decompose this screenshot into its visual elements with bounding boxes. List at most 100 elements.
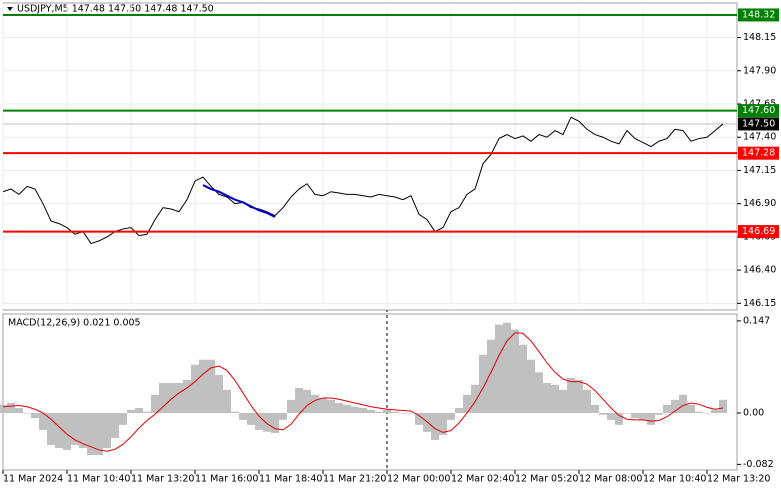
histogram-bar	[111, 412, 119, 439]
y-tick-label: 147.65	[743, 99, 776, 110]
histogram-bar	[567, 377, 575, 413]
x-tick-label: 12 Mar 10:40	[643, 474, 706, 485]
histogram-bar	[23, 412, 31, 414]
histogram-bar	[103, 412, 111, 449]
menu-arrow	[7, 7, 13, 11]
histogram-bar	[399, 412, 407, 414]
level-label-box	[738, 146, 779, 160]
level-label: 147.28	[742, 148, 775, 159]
histogram-bar	[463, 394, 471, 413]
y-tick-label: 146.90	[743, 198, 776, 209]
histogram-bar	[551, 384, 559, 413]
histogram-bar	[343, 404, 351, 413]
histogram-bar	[439, 412, 447, 435]
histogram-bar	[367, 409, 375, 413]
level-label: 147.60	[742, 105, 775, 116]
histogram-bar	[335, 402, 343, 413]
y-tick-label: 146.15	[743, 298, 776, 309]
histogram-bar	[63, 412, 71, 450]
y-tick-label: 147.90	[743, 65, 776, 76]
histogram-bar	[391, 411, 399, 413]
histogram-bar	[495, 324, 503, 413]
histogram-bar	[455, 407, 463, 413]
x-tick-label: 11 Mar 21:20	[323, 474, 386, 485]
current-price-box	[738, 117, 779, 131]
x-tick-label: 11 Mar 13:20	[131, 474, 194, 485]
histogram-bar	[47, 412, 55, 445]
histogram-bar	[303, 389, 311, 413]
histogram-bar	[647, 412, 655, 425]
histogram-bar	[503, 322, 511, 413]
y-tick-label: 148.15	[743, 32, 776, 43]
histogram-bar	[711, 409, 719, 413]
macd-panel	[2, 313, 738, 471]
histogram-bar	[87, 412, 95, 455]
level-label-box	[738, 225, 779, 239]
histogram-bar	[295, 387, 303, 413]
histogram-bar	[559, 389, 567, 413]
histogram-bar	[607, 412, 615, 420]
histogram-bar	[199, 359, 207, 413]
histogram-bar	[247, 412, 255, 425]
x-tick-label: 12 Mar 13:20	[707, 474, 770, 485]
histogram-bar	[623, 412, 631, 414]
histogram-bar	[671, 399, 679, 413]
histogram-bar	[663, 404, 671, 413]
y-tick-label: 146.40	[743, 265, 776, 276]
histogram-bar	[375, 411, 383, 413]
histogram-bar	[447, 412, 455, 420]
histogram-bar	[215, 374, 223, 413]
x-tick-label: 11 Mar 2024	[3, 474, 63, 485]
histogram-bar	[31, 412, 39, 418]
histogram-bar	[279, 412, 287, 420]
x-tick-label: 11 Mar 18:40	[259, 474, 322, 485]
x-tick-label: 12 Mar 05:20	[515, 474, 578, 485]
histogram-bar	[7, 402, 15, 413]
signal-line	[2, 332, 724, 452]
histogram-bar	[39, 412, 47, 430]
histogram-bar	[95, 412, 103, 455]
histogram-bar	[583, 389, 591, 413]
histogram-bar	[679, 394, 687, 413]
y-tick-label: 147.40	[743, 132, 776, 143]
histogram-bar	[639, 412, 647, 420]
macd-title: MACD(12,26,9) 0.021 0.005	[8, 318, 141, 329]
histogram-bar	[631, 412, 639, 418]
histogram-bar	[415, 412, 423, 425]
histogram-bar	[591, 404, 599, 413]
histogram-bar	[207, 359, 215, 413]
level-label: 148.32	[742, 9, 775, 20]
histogram-bar	[319, 397, 327, 413]
histogram-bar	[479, 354, 487, 413]
histogram-bar	[151, 394, 159, 413]
x-tick-label: 12 Mar 02:40	[451, 474, 514, 485]
histogram-bar	[351, 406, 359, 413]
histogram-bar	[0, 404, 7, 413]
histogram-bar	[471, 384, 479, 413]
level-label-box	[738, 104, 779, 118]
histogram-bar	[535, 372, 543, 413]
histogram-bar	[511, 329, 519, 413]
price-title: USDJPY,M5 147.48 147.50 147.48 147.50	[17, 4, 214, 15]
histogram-bar	[127, 409, 135, 413]
histogram-bar	[15, 407, 23, 413]
y-tick-label: 0.147	[743, 315, 770, 326]
histogram-bar	[287, 399, 295, 413]
x-tick-label: 12 Mar 08:00	[579, 474, 642, 485]
y-tick-label: 0.00	[743, 407, 764, 418]
histogram-bar	[311, 394, 319, 413]
trend-line	[202, 184, 276, 218]
histogram-bar	[183, 379, 191, 413]
level-label: 146.69	[742, 226, 775, 237]
x-tick-label: 12 Mar 00:00	[387, 474, 450, 485]
histogram-bar	[543, 382, 551, 413]
histogram-bar	[695, 411, 703, 413]
histogram-bar	[271, 412, 279, 434]
histogram-bar	[55, 412, 63, 449]
price-panel	[2, 2, 738, 311]
histogram-bar	[175, 382, 183, 413]
histogram-bar	[167, 382, 175, 413]
histogram-bar	[487, 339, 495, 413]
level-label-box	[738, 8, 779, 22]
